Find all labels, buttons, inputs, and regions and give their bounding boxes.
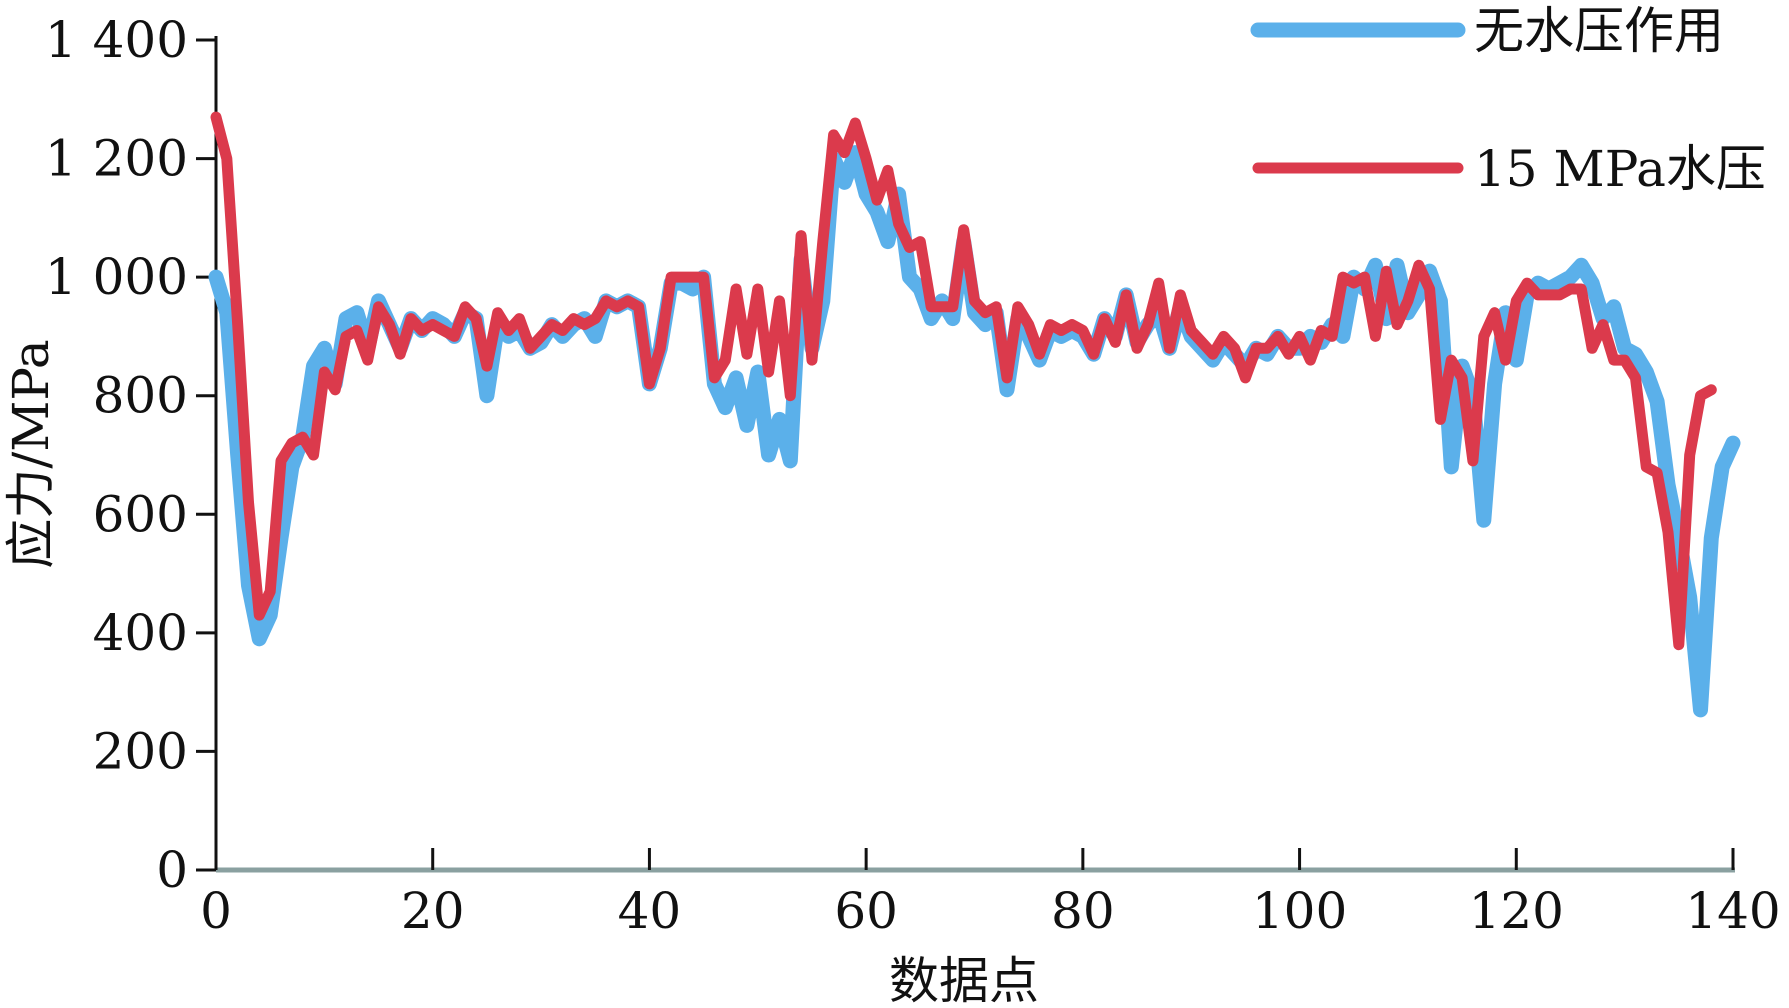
y-tick-label: 200 [93,722,188,780]
series-line-2 [210,111,1717,651]
x-tick-label: 140 [1685,882,1780,940]
y-tick-label: 400 [93,604,188,662]
y-axis-title: 应力/MPa [2,339,60,568]
y-tick-label: 600 [93,485,188,543]
legend-label-1: 无水压作用 [1474,2,1724,60]
y-tick-label: 1 000 [45,248,188,306]
legend-label-2: 15 MPa水压 [1474,140,1766,198]
y-tick-label: 0 [156,841,188,899]
x-tick-label: 80 [1051,882,1115,940]
x-axis-title: 数据点 [889,952,1039,1008]
axes: 0 200 400 600 800 1 000 1 200 1 400 0 20 40 60 80 100… [45,11,1781,940]
legend: 无水压作用 15 MPa水压 [1250,2,1766,198]
y-tick-label: 800 [93,367,188,425]
y-tick-label: 1 200 [45,130,188,188]
x-tick-label: 20 [401,882,465,940]
x-tick-label: 100 [1252,882,1347,940]
y-tick-label: 1 400 [45,11,188,69]
x-tick-label: 120 [1469,882,1564,940]
x-tick-label: 60 [834,882,898,940]
x-tick-label: 40 [618,882,682,940]
x-tick-label: 0 [200,882,232,940]
series-line-1 [208,145,1741,718]
series-layer [208,111,1741,718]
